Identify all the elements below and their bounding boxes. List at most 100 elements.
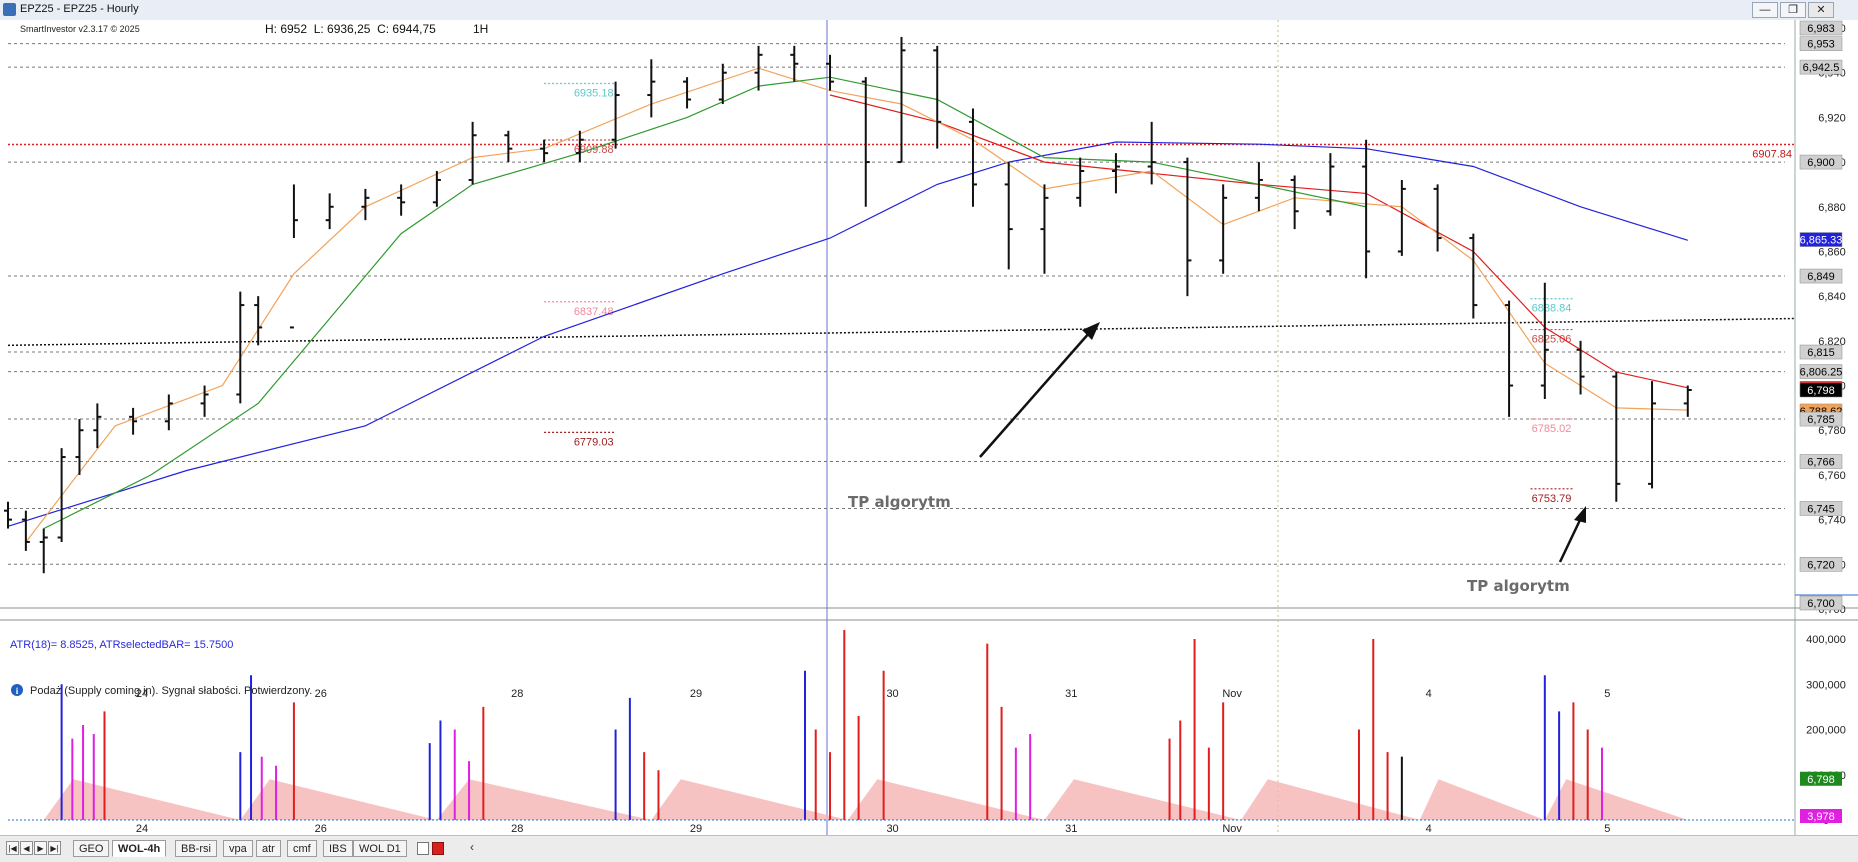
ohlc-readout: H: 6952 L: 6936,25 C: 6944,75 bbox=[265, 22, 436, 36]
volume-tag-label: 6,798 bbox=[1807, 774, 1835, 786]
y-tick-label: 6,860 bbox=[1818, 246, 1846, 258]
volume-area bbox=[847, 779, 1045, 820]
ohlc-bar bbox=[718, 63, 727, 104]
ohlc-bar bbox=[540, 139, 549, 163]
record-icon[interactable] bbox=[432, 842, 444, 855]
price-tag bbox=[1799, 344, 1843, 360]
volume-area bbox=[436, 779, 652, 820]
ohlc-bar bbox=[397, 184, 406, 216]
price-tag bbox=[1799, 36, 1843, 51]
y-tick-label: 6,920 bbox=[1818, 112, 1846, 124]
ohlc-bar bbox=[1505, 300, 1514, 417]
y-tick-label: 6,780 bbox=[1818, 425, 1846, 437]
chart-area[interactable]: 6907.84 6935.18 6909.88 6837.48 6779.03 6838.… bbox=[0, 20, 1858, 835]
ohlc-bar bbox=[39, 528, 48, 574]
ohlc-bar bbox=[647, 59, 656, 118]
ohlc-bar bbox=[4, 501, 12, 529]
ohlc-bar bbox=[432, 171, 441, 207]
close-button[interactable]: ✕ bbox=[1808, 2, 1834, 18]
ohlc-bar bbox=[254, 296, 263, 346]
y-tick-label: 6,880 bbox=[1818, 202, 1846, 214]
y-tick-label: 6,740 bbox=[1818, 515, 1846, 527]
x-tick-label: 26 bbox=[315, 823, 327, 835]
annotation-tp-left: TP algorytm bbox=[848, 493, 951, 511]
target-level-label: 6779.03 bbox=[574, 436, 614, 448]
ohlc-bar bbox=[361, 188, 370, 221]
volume-area bbox=[1544, 779, 1688, 820]
ohlc-bar bbox=[200, 385, 209, 417]
price-tag-label: 6,849 bbox=[1807, 271, 1835, 283]
price-tag-label: 6,785 bbox=[1807, 414, 1835, 426]
tab-ibs[interactable]: IBS bbox=[323, 840, 353, 857]
ohlc-bar bbox=[1147, 121, 1156, 185]
maximize-button[interactable]: ❐ bbox=[1780, 2, 1806, 18]
x-tick-label: 30 bbox=[886, 688, 898, 700]
x-tick-label: 30 bbox=[886, 823, 898, 835]
lock-icon[interactable] bbox=[417, 842, 429, 855]
x-tick-label: 29 bbox=[690, 688, 702, 700]
y-tick-label: 6,840 bbox=[1818, 291, 1846, 303]
ohlc-bar bbox=[1469, 233, 1478, 319]
svg-text:i: i bbox=[16, 686, 19, 696]
ohlc-bar bbox=[826, 54, 835, 91]
volume-tag bbox=[1800, 809, 1842, 823]
price-tag bbox=[1799, 268, 1843, 284]
price-tag-label: 6,798 bbox=[1807, 385, 1835, 397]
info-icon[interactable]: i bbox=[11, 684, 23, 696]
x-tick-label: 28 bbox=[511, 823, 523, 835]
price-tag bbox=[1799, 232, 1843, 247]
ohlc-bar bbox=[575, 130, 584, 163]
price-tag bbox=[1799, 454, 1843, 469]
volume-panel: 24 26 28 29 30 31 Nov 4 5 ATR(18)= 8.8525, ATRsel… bbox=[8, 630, 1846, 835]
first-sheet-button[interactable]: |◀ bbox=[6, 841, 19, 855]
ohlc-bar bbox=[57, 448, 66, 542]
ohlc-bar bbox=[1576, 340, 1585, 395]
volume-area bbox=[240, 779, 437, 820]
price-tag bbox=[1799, 20, 1843, 36]
prev-sheet-button[interactable]: ◀ bbox=[20, 841, 33, 855]
annotation-arrow bbox=[1558, 506, 1586, 563]
ohlc-bar bbox=[289, 184, 298, 329]
tab-vpa[interactable]: vpa bbox=[223, 840, 253, 857]
price-tag bbox=[1799, 411, 1843, 427]
minimize-button[interactable]: — bbox=[1752, 2, 1778, 18]
ohlc-bar bbox=[1004, 162, 1013, 270]
last-sheet-button[interactable]: ▶| bbox=[48, 841, 61, 855]
ohlc-bar bbox=[1219, 184, 1228, 274]
volume-area bbox=[1419, 779, 1545, 820]
tab-wol-4h[interactable]: WOL-4h bbox=[112, 840, 167, 857]
ohlc-bar bbox=[468, 121, 477, 185]
target-level-label: 6909.88 bbox=[574, 144, 614, 156]
next-sheet-button[interactable]: ▶ bbox=[34, 841, 47, 855]
ohlc-bar bbox=[1290, 175, 1299, 230]
tab-cmf[interactable]: cmf bbox=[287, 840, 317, 857]
tab-scroll-left-icon[interactable]: ‹ bbox=[470, 840, 474, 854]
target-level-label: 6838.84 bbox=[1532, 303, 1572, 315]
tab-bb-rsi[interactable]: BB-rsi bbox=[175, 840, 217, 857]
target-level-label: 6785.02 bbox=[1532, 423, 1572, 435]
ohlc-bar bbox=[21, 510, 30, 551]
arrow-head bbox=[1082, 322, 1100, 340]
price-tag bbox=[1799, 382, 1843, 398]
ohlc-bar bbox=[968, 108, 977, 207]
tab-geo[interactable]: GEO bbox=[73, 840, 110, 857]
tab-atr[interactable]: atr bbox=[256, 840, 281, 857]
x-tick-label: 29 bbox=[690, 823, 702, 835]
price-tag-label: 6,865.33 bbox=[1800, 235, 1843, 247]
x-tick-label: 5 bbox=[1604, 823, 1610, 835]
price-tag-label: 6,942.5 bbox=[1803, 62, 1840, 74]
price-tag bbox=[1799, 59, 1843, 75]
target-level-label: 6935.18 bbox=[574, 87, 614, 99]
timeframe-label: 1H bbox=[473, 22, 488, 36]
app-icon bbox=[3, 3, 16, 16]
tab-wol-d1[interactable]: WOL D1 bbox=[353, 840, 407, 857]
price-tag bbox=[1799, 364, 1843, 379]
ohlc-bar bbox=[897, 36, 906, 164]
ohlc-bar bbox=[683, 77, 692, 109]
volume-area bbox=[651, 779, 848, 820]
price-tag bbox=[1799, 501, 1843, 516]
ohlc-bar bbox=[1433, 184, 1442, 252]
annotation-arrow bbox=[979, 322, 1100, 458]
x-tick-label: 28 bbox=[511, 688, 523, 700]
ohlc-bar bbox=[1362, 139, 1371, 279]
